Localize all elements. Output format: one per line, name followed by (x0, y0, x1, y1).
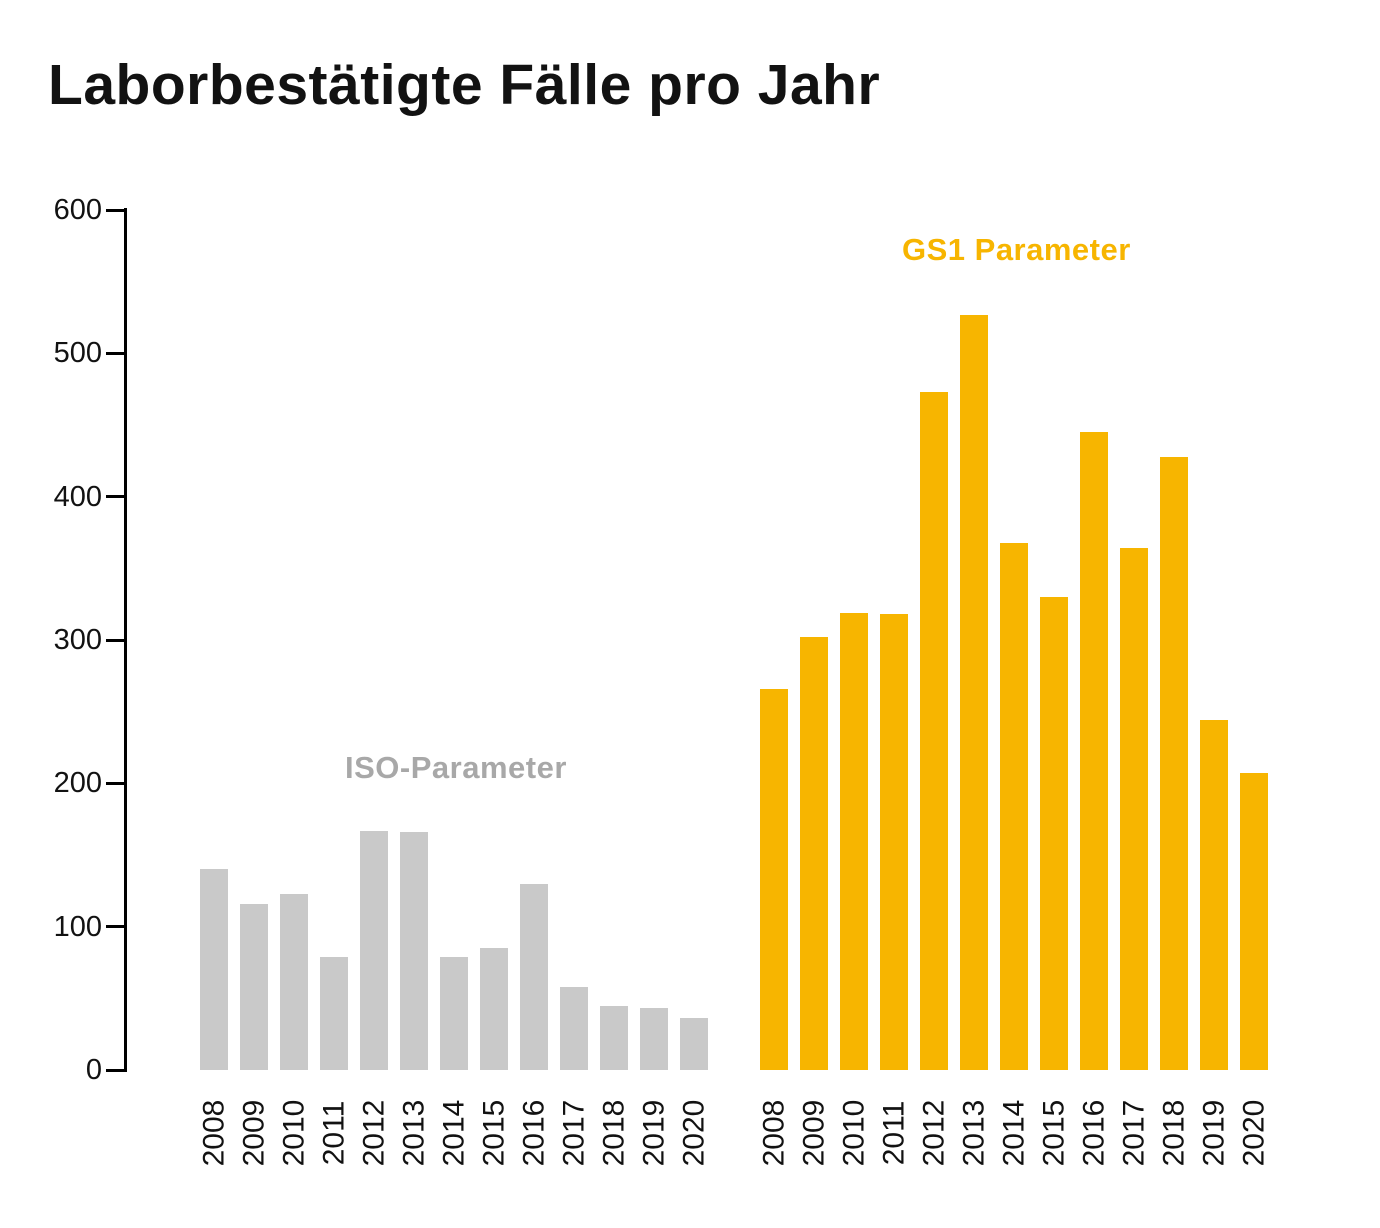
y-tick-200 (106, 781, 124, 785)
bar-gs1-2019 (1200, 720, 1228, 1070)
y-tick-label-600: 600 (53, 194, 102, 226)
y-tick-100 (106, 925, 124, 929)
y-tick-0 (106, 1068, 124, 1072)
y-tick-400 (106, 495, 124, 499)
bar-iso-2019 (640, 1008, 668, 1070)
y-tick-label-100: 100 (53, 910, 102, 943)
y-tick-label-500: 500 (53, 337, 102, 370)
series-label-gs1-parameter: GS1 Parameter (902, 232, 1131, 267)
y-tick-600 (106, 208, 124, 212)
bar-gs1-2015 (1040, 597, 1068, 1070)
bar-iso-2010 (280, 893, 308, 1070)
bar-iso-2008 (200, 869, 228, 1070)
bar-iso-2015 (480, 948, 508, 1070)
bar-gs1-2018 (1160, 456, 1188, 1070)
bar-gs1-2010 (840, 612, 868, 1070)
bar-gs1-2020 (1240, 773, 1268, 1070)
plot-area: ISO-Parameter GS1 Parameter 2008 2009 2010… (130, 210, 1340, 1220)
bar-iso-2016 (520, 883, 548, 1070)
bar-gs1-2012 (920, 392, 948, 1070)
y-tick-label-300: 300 (53, 624, 102, 656)
series-label-iso-parameter: ISO-Parameter (345, 750, 567, 785)
bar-gs1-2009 (800, 637, 828, 1070)
bar-gs1-2016 (1080, 432, 1108, 1070)
y-tick-label-0: 0 (85, 1054, 102, 1086)
bar-gs1-2014 (1000, 542, 1028, 1070)
bar-iso-2013 (400, 832, 428, 1070)
bar-iso-2012 (360, 830, 388, 1070)
y-tick-300 (106, 638, 124, 642)
y-tick-label-400: 400 (53, 480, 102, 513)
bar-iso-2009 (240, 903, 268, 1070)
bar-iso-2020 (680, 1018, 708, 1070)
bar-iso-2018 (600, 1005, 628, 1070)
bar-iso-2011 (320, 956, 348, 1070)
y-tick-label-200: 200 (53, 767, 102, 800)
chart-title: Laborbestätigte Fälle pro Jahr (48, 53, 881, 117)
bar-gs1-2013 (960, 314, 988, 1070)
x-tick-label-gs1-2020: 2020 (1194, 1068, 1314, 1198)
x-tick-label-text: 2020 (677, 1099, 710, 1167)
y-tick-500 (106, 351, 124, 355)
bar-iso-2014 (440, 956, 468, 1070)
bar-iso-2017 (560, 986, 588, 1070)
bar-gs1-2011 (880, 614, 908, 1070)
bar-gs1-2008 (760, 688, 788, 1070)
y-axis-line (124, 208, 127, 1072)
x-tick-label-text: 2020 (1237, 1099, 1270, 1167)
bar-gs1-2017 (1120, 548, 1148, 1070)
